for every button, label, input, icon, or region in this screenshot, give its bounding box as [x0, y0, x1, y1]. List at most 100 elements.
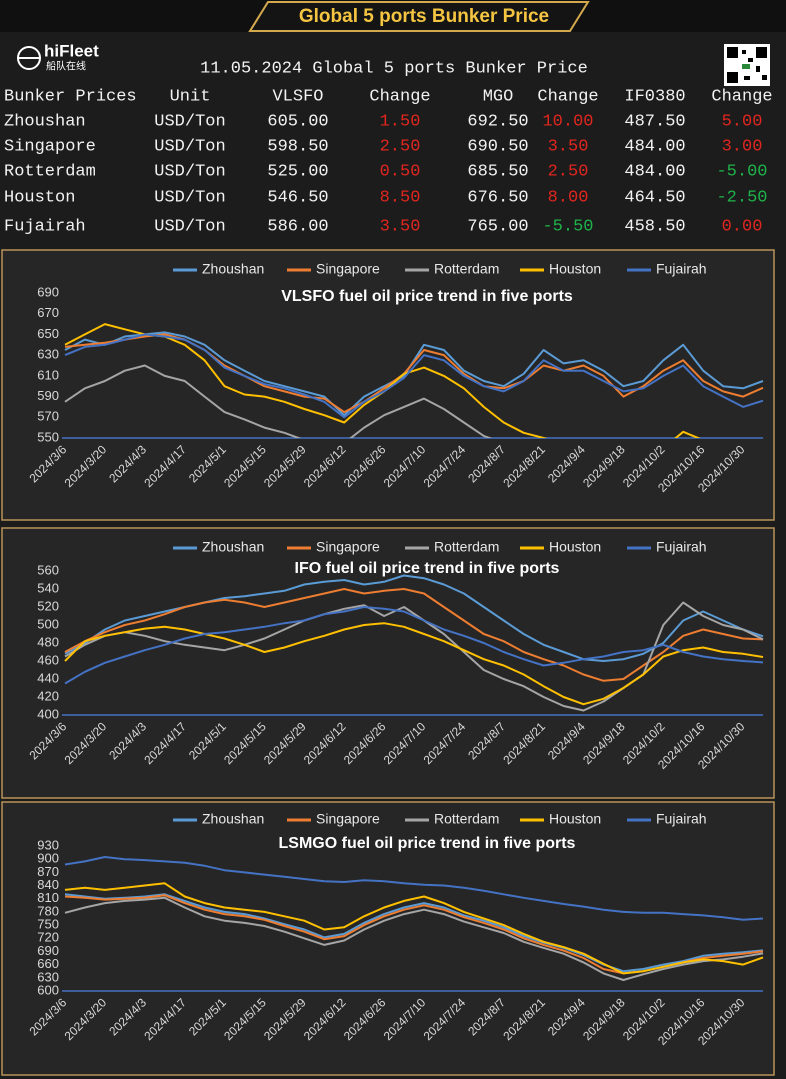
chart-title: LSMGO fuel oil price trend in five ports [279, 835, 576, 852]
y-tick-label: 720 [37, 930, 59, 945]
y-tick-label: 840 [37, 877, 59, 892]
legend-label: Houston [549, 261, 601, 277]
table-cell: 598.50 [267, 137, 328, 156]
y-tick-label: 420 [37, 688, 59, 703]
y-tick-label: 660 [37, 956, 59, 971]
series-line [64, 364, 493, 438]
y-tick-label: 480 [37, 634, 59, 649]
y-tick-label: 500 [37, 616, 59, 631]
column-header: MGO [483, 87, 514, 106]
y-tick-label: 630 [37, 969, 59, 984]
y-tick-label: 560 [37, 562, 59, 577]
table-cell: 546.50 [267, 188, 328, 207]
series-line [64, 588, 764, 682]
column-header: Bunker Prices [4, 87, 137, 106]
change-cell: 2.50 [548, 162, 589, 181]
legend-label: Rotterdam [434, 539, 499, 555]
change-cell: 3.00 [722, 137, 763, 156]
plot [64, 856, 764, 981]
table-cell: 676.50 [467, 188, 528, 207]
table-cell: 458.50 [624, 217, 685, 236]
change-cell: 10.00 [542, 112, 593, 131]
y-tick-label: 570 [37, 409, 59, 424]
logo-name: hiFleet [44, 41, 99, 60]
table-cell: Singapore [4, 137, 96, 156]
y-tick-label: 870 [37, 864, 59, 879]
y-tick-label: 810 [37, 890, 59, 905]
series-line [64, 896, 764, 981]
legend-label: Singapore [316, 539, 380, 555]
table-cell: Zhoushan [4, 112, 86, 131]
title-frame [248, 1, 590, 32]
series-line [64, 622, 764, 706]
legend-label: Fujairah [656, 539, 707, 555]
series-line [64, 601, 764, 712]
legend-label: Rotterdam [434, 811, 499, 827]
column-header: Change [711, 87, 772, 106]
table-cell: 692.50 [467, 112, 528, 131]
table-cell: 484.00 [624, 137, 685, 156]
column-header: Unit [170, 87, 211, 106]
series-line [64, 882, 764, 975]
legend-label: Houston [549, 539, 601, 555]
plot [64, 574, 764, 712]
y-tick-label: 520 [37, 598, 59, 613]
table-cell: 525.00 [267, 162, 328, 181]
logo-subtitle: 船队在线 [46, 60, 86, 73]
plot [64, 323, 764, 438]
legend-label: Singapore [316, 811, 380, 827]
column-header: IF0380 [624, 87, 685, 106]
table-cell: 605.00 [267, 112, 328, 131]
table-cell: 586.00 [267, 217, 328, 236]
table-cell: 765.00 [467, 217, 528, 236]
y-tick-label: 750 [37, 917, 59, 932]
chart-title: IFO fuel oil price trend in five ports [295, 560, 560, 577]
y-tick-label: 550 [37, 429, 59, 444]
change-cell: 0.00 [722, 217, 763, 236]
change-cell: 5.00 [722, 112, 763, 131]
table-cell: 484.00 [624, 162, 685, 181]
table-cell: Houston [4, 188, 75, 207]
y-tick-label: 900 [37, 851, 59, 866]
column-header: Change [369, 87, 430, 106]
series-line [64, 893, 764, 973]
y-tick-label: 780 [37, 903, 59, 918]
y-tick-label: 460 [37, 652, 59, 667]
y-tick-label: 540 [37, 580, 59, 595]
table-cell: 464.50 [624, 188, 685, 207]
page-title: Global 5 ports Bunker Price [299, 6, 549, 27]
qr-code [724, 44, 770, 86]
y-tick-label: 440 [37, 670, 59, 685]
change-cell: 3.50 [548, 137, 589, 156]
column-header: Change [537, 87, 598, 106]
table-cell: 685.50 [467, 162, 528, 181]
legend-label: Singapore [316, 261, 380, 277]
table-cell: USD/Ton [154, 188, 225, 207]
legend-label: Zhoushan [202, 539, 264, 555]
y-tick-label: 630 [37, 347, 59, 362]
legend-label: Fujairah [656, 261, 707, 277]
y-tick-label: 400 [37, 706, 59, 721]
change-cell: 2.50 [380, 137, 421, 156]
table-cell: Fujairah [4, 217, 86, 236]
legend-label: Zhoushan [202, 261, 264, 277]
legend-label: Fujairah [656, 811, 707, 827]
y-tick-label: 930 [37, 837, 59, 852]
change-cell: 8.50 [380, 188, 421, 207]
table-cell: 690.50 [467, 137, 528, 156]
series-line [64, 323, 701, 438]
y-tick-label: 600 [37, 982, 59, 997]
y-tick-label: 610 [37, 367, 59, 382]
table-cell: USD/Ton [154, 217, 225, 236]
chart-title: VLSFO fuel oil price trend in five ports [281, 288, 573, 305]
table-cell: USD/Ton [154, 162, 225, 181]
y-tick-label: 690 [37, 284, 59, 299]
y-tick-label: 590 [37, 388, 59, 403]
legend-label: Houston [549, 811, 601, 827]
change-cell: 8.00 [548, 188, 589, 207]
y-tick-label: 690 [37, 943, 59, 958]
y-tick-label: 670 [37, 305, 59, 320]
column-header: VLSFO [272, 87, 323, 106]
change-cell: -2.50 [716, 188, 767, 207]
